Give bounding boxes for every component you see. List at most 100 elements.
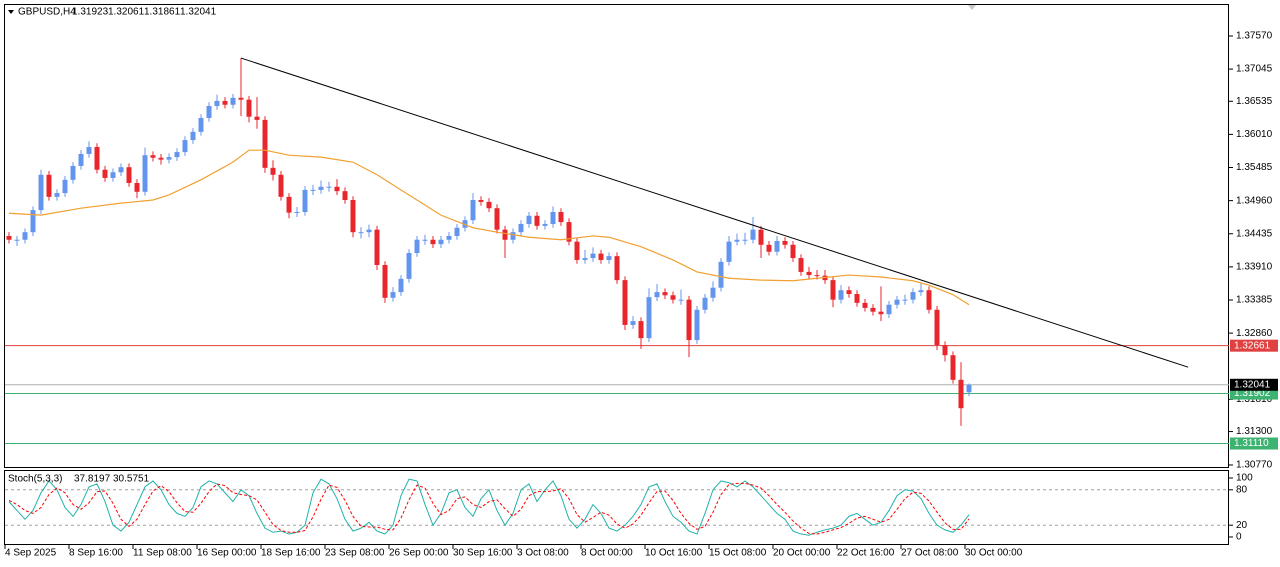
candle-body — [670, 295, 676, 300]
candle-body — [86, 147, 92, 154]
high-value: 1.32061 — [108, 7, 145, 18]
candle-body — [62, 179, 68, 194]
candle-body — [270, 167, 276, 175]
candle-body — [902, 299, 908, 301]
indicator-y-tick-label: 80 — [1236, 484, 1248, 495]
candle-body — [894, 299, 900, 305]
x-tick-label: 30 Sep 16:00 — [453, 548, 513, 559]
candle-body — [766, 244, 772, 252]
candle-body — [774, 241, 780, 252]
candle-body — [198, 117, 204, 132]
candle-body — [966, 384, 972, 393]
candle-body — [886, 304, 892, 315]
candle-body — [70, 165, 76, 180]
candle-body — [478, 200, 484, 202]
candle-body — [342, 191, 348, 201]
y-tick-label: 1.34435 — [1236, 228, 1273, 239]
candle-body — [934, 309, 940, 346]
candle-body — [782, 241, 788, 245]
candle-body — [38, 174, 44, 211]
x-tick-label: 26 Sep 00:00 — [389, 548, 449, 559]
candle-body — [430, 239, 436, 245]
candle-body — [110, 172, 116, 178]
candle-body — [350, 200, 356, 233]
y-tick-label: 1.37570 — [1236, 31, 1273, 42]
y-tick-label: 1.33385 — [1236, 295, 1273, 306]
y-tick-label: 1.36010 — [1236, 129, 1273, 140]
candle-body — [278, 174, 284, 197]
candle-body — [22, 232, 28, 240]
candle-body — [862, 302, 868, 308]
indicator-k-value: 37.8197 — [74, 474, 111, 485]
indicator-y-tick-label: 100 — [1236, 473, 1253, 484]
y-tick-label: 1.35485 — [1236, 162, 1273, 173]
price-label: 1.32661 — [1234, 340, 1271, 351]
candle-body — [638, 321, 644, 339]
candle-body — [118, 167, 124, 173]
x-tick-label: 15 Oct 08:00 — [709, 548, 767, 559]
indicator-d-value: 30.5751 — [113, 474, 150, 485]
candle-body — [646, 297, 652, 339]
candle-body — [310, 189, 316, 191]
candle-body — [854, 294, 860, 303]
candle-body — [238, 97, 244, 100]
candle-body — [54, 193, 60, 197]
x-tick-label: 27 Oct 08:00 — [901, 548, 959, 559]
candle-body — [742, 239, 748, 241]
candle-body — [806, 271, 812, 276]
candle-body — [214, 100, 220, 107]
candle-body — [838, 290, 844, 300]
candle-body — [374, 229, 380, 265]
candle-body — [526, 215, 532, 224]
candle-body — [286, 196, 292, 213]
candle-body — [294, 211, 300, 213]
candle-body — [630, 321, 636, 325]
candle-body — [734, 239, 740, 242]
candle-body — [206, 106, 212, 118]
candle-body — [702, 297, 708, 310]
candle-body — [878, 311, 884, 315]
candle-body — [166, 157, 172, 160]
candle-body — [710, 287, 716, 298]
candle-body — [694, 309, 700, 341]
candle-body — [358, 232, 364, 234]
candle-body — [574, 241, 580, 260]
candle-body — [46, 174, 52, 197]
candle-body — [598, 253, 604, 260]
candle-body — [222, 100, 228, 105]
x-tick-label: 3 Oct 08:00 — [517, 548, 569, 559]
candle-body — [870, 307, 876, 312]
candle-body — [326, 186, 332, 188]
candle-body — [662, 292, 668, 296]
candle-body — [542, 223, 548, 226]
y-tick-label: 1.30770 — [1236, 460, 1273, 471]
candle-body — [918, 290, 924, 293]
candle-body — [382, 264, 388, 298]
candle-body — [814, 275, 820, 277]
candle-body — [438, 239, 444, 245]
price-label-box — [1230, 339, 1278, 352]
y-tick-label: 1.34960 — [1236, 195, 1273, 206]
candle-body — [718, 261, 724, 288]
candle-body — [950, 355, 956, 380]
candle-body — [830, 280, 836, 300]
candle-body — [366, 229, 372, 233]
candle-body — [454, 227, 460, 236]
candle-body — [230, 97, 236, 105]
indicator-line — [8, 478, 970, 536]
moving-average — [8, 149, 970, 306]
candle-body — [790, 244, 796, 259]
indicator-title: Stoch(5,3,3) — [8, 474, 62, 485]
price-label-box — [1230, 437, 1278, 450]
candle-body — [262, 119, 268, 168]
close-value: 1.32041 — [180, 7, 217, 18]
menu-arrow — [8, 10, 14, 14]
candle-body — [254, 116, 260, 120]
candle-body — [78, 153, 84, 166]
price-label: 1.32041 — [1234, 379, 1271, 390]
candle-body — [750, 229, 756, 240]
candle-body — [150, 155, 156, 158]
x-tick-label: 20 Oct 00:00 — [773, 548, 831, 559]
